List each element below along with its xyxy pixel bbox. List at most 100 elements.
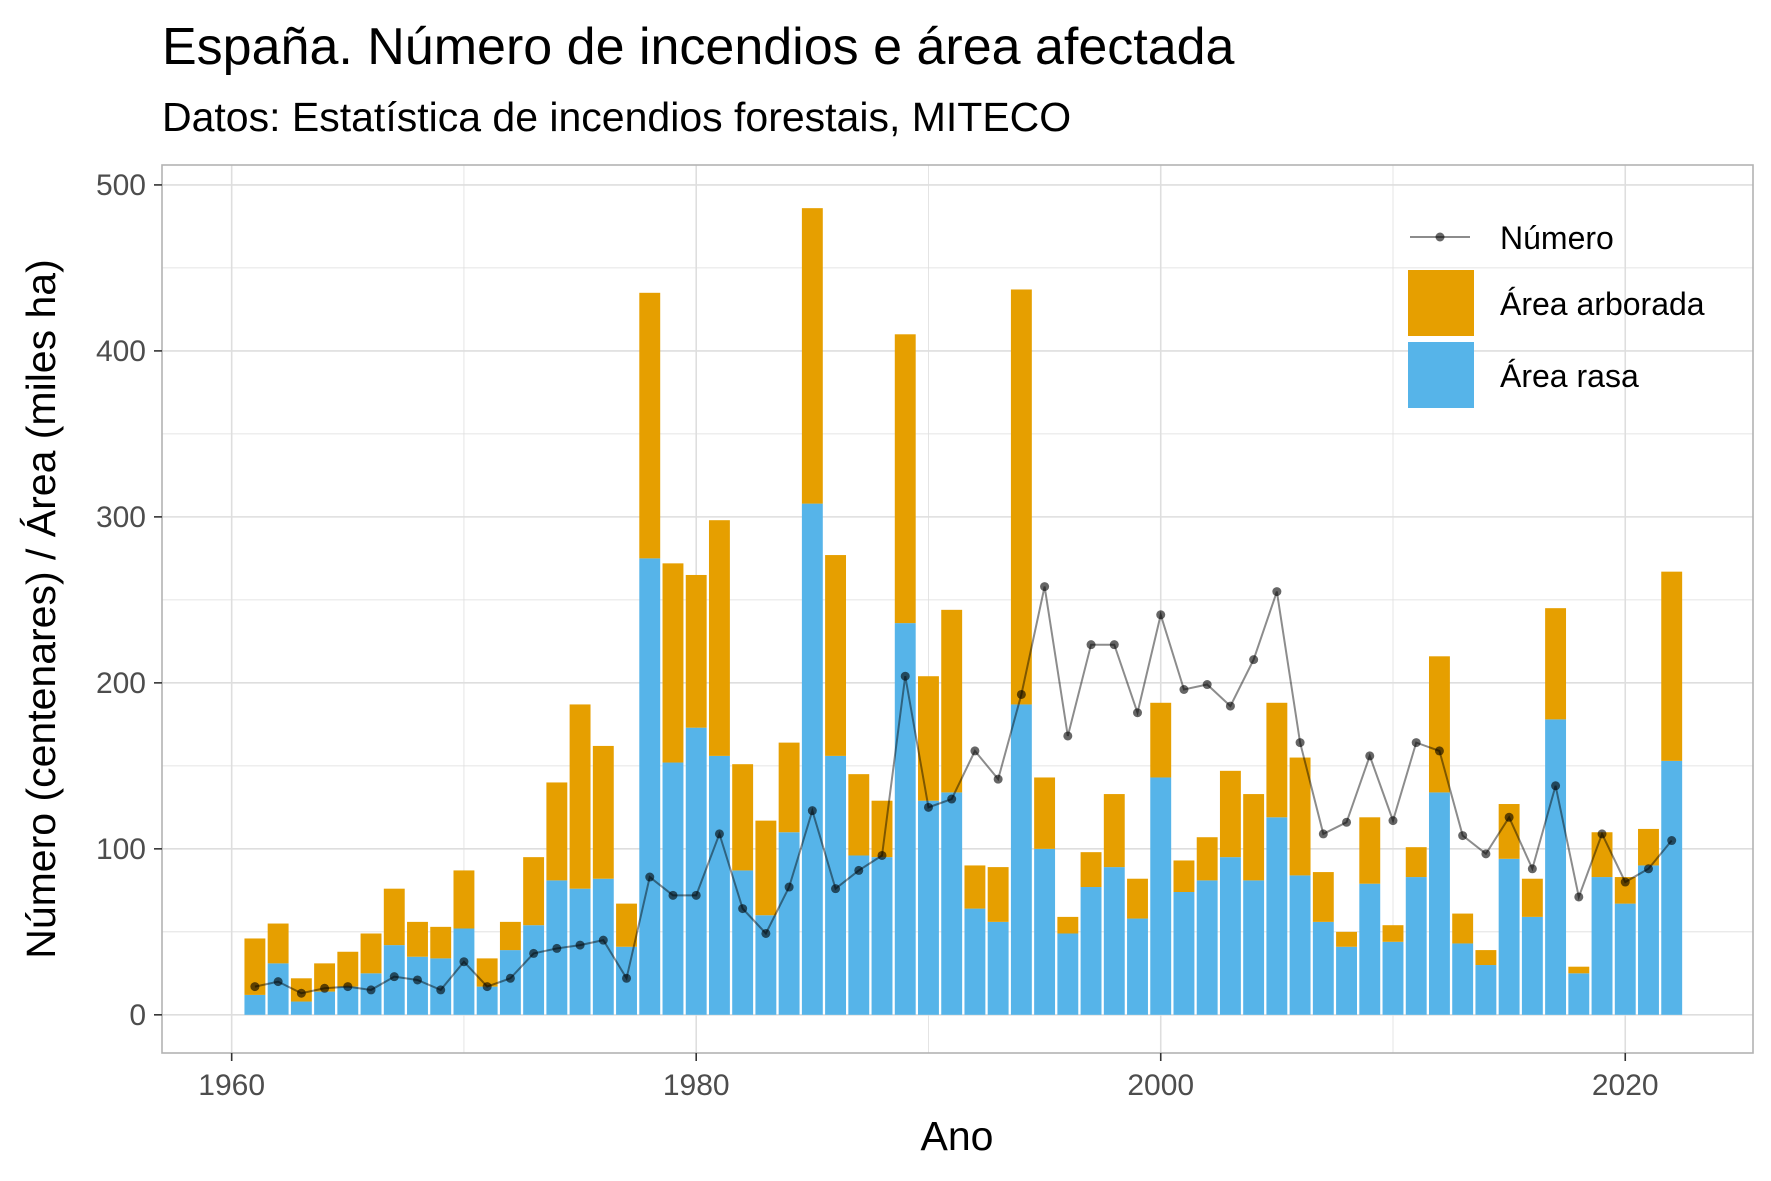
numero-point — [668, 890, 678, 900]
numero-point — [784, 882, 794, 892]
bar-area-arborada — [1568, 966, 1590, 974]
bar-area-arborada — [430, 926, 452, 959]
legend-swatch-area-rasa — [1408, 342, 1474, 408]
bar-area-arborada — [360, 933, 382, 974]
y-tick-label: 0 — [129, 999, 146, 1032]
numero-point — [1458, 831, 1468, 841]
numero-point — [1318, 829, 1328, 839]
bar-area-rasa — [1545, 719, 1567, 1015]
bar-area-arborada — [546, 782, 568, 881]
legend-label-area-arborada: Área arborada — [1500, 286, 1705, 322]
bar-area-rasa — [1150, 777, 1172, 1015]
numero-point — [1365, 751, 1375, 761]
bar-area-arborada — [755, 820, 777, 916]
bar-area-rasa — [476, 986, 498, 1015]
numero-point — [738, 904, 748, 914]
bar-area-arborada — [1289, 757, 1311, 876]
numero-point — [1109, 640, 1119, 650]
bar-area-rasa — [1289, 875, 1311, 1015]
numero-point — [412, 975, 422, 985]
bar-area-rasa — [244, 994, 266, 1015]
bar-area-rasa — [639, 558, 661, 1015]
bar-area-arborada — [1010, 289, 1032, 705]
bar-area-arborada — [685, 574, 707, 728]
bar-area-rasa — [569, 888, 591, 1015]
bar-area-rasa — [1475, 965, 1497, 1015]
bar-area-rasa — [1521, 916, 1543, 1015]
bar-area-arborada — [523, 857, 545, 926]
y-tick-label: 200 — [96, 667, 146, 700]
numero-point — [366, 985, 376, 995]
bar-area-rasa — [1638, 865, 1659, 1015]
numero-point — [854, 865, 864, 875]
bar-area-arborada — [825, 555, 847, 756]
numero-point — [1551, 781, 1561, 791]
chart-subtitle: Datos: Estatística de incendios forestai… — [162, 94, 1071, 140]
bar-area-arborada — [1498, 804, 1520, 859]
legend-item-area-arborada: Área arborada — [1408, 270, 1705, 336]
bar-area-arborada — [708, 520, 730, 756]
bar-area-rasa — [1173, 891, 1195, 1015]
numero-point — [691, 890, 701, 900]
bar-area-arborada — [732, 764, 754, 871]
bar-area-rasa — [523, 925, 545, 1015]
bar-area-rasa — [732, 870, 754, 1015]
numero-point — [1040, 582, 1050, 592]
bar-area-rasa — [1382, 941, 1404, 1015]
bar-area-arborada — [1359, 817, 1381, 884]
bar-area-rasa — [987, 921, 1009, 1015]
bar-area-rasa — [453, 928, 475, 1015]
bar-area-rasa — [1080, 887, 1102, 1015]
numero-point — [1411, 738, 1421, 748]
bar-area-rasa — [1034, 848, 1056, 1015]
bar-area-arborada — [569, 704, 591, 889]
bar-area-arborada — [964, 865, 986, 909]
y-tick-label: 500 — [96, 169, 146, 202]
bar-area-arborada — [1336, 931, 1357, 947]
y-axis: 0 100 200 300 400 500 — [96, 169, 162, 1032]
numero-point — [1342, 817, 1352, 827]
bar-area-arborada — [616, 903, 637, 947]
y-tick-label: 100 — [96, 833, 146, 866]
numero-point — [389, 972, 399, 982]
bar-area-arborada — [1196, 837, 1218, 881]
bar-area-rasa — [1219, 857, 1241, 1015]
bar-area-arborada — [1521, 878, 1543, 917]
numero-point — [1504, 812, 1514, 822]
numero-point — [1133, 708, 1143, 718]
bar-area-rasa — [1498, 858, 1520, 1015]
x-axis-title: Ano — [921, 1113, 994, 1159]
numero-point — [947, 794, 957, 804]
numero-point — [1643, 864, 1653, 874]
bars — [244, 208, 1683, 1015]
numero-point — [598, 935, 608, 945]
bar-area-arborada — [1266, 702, 1288, 818]
plot-panel — [161, 164, 1754, 1054]
bar-area-rasa — [1452, 943, 1474, 1015]
bar-area-rasa — [918, 800, 939, 1015]
bar-area-arborada — [1638, 828, 1659, 866]
bar-area-rasa — [894, 623, 916, 1015]
bar-area-arborada — [1591, 832, 1613, 878]
numero-point — [1434, 746, 1444, 756]
numero-point — [900, 671, 910, 681]
panel-border — [161, 164, 1754, 1054]
numero-point — [343, 982, 353, 992]
bar-area-arborada — [1103, 794, 1125, 868]
bar-area-rasa — [1428, 792, 1450, 1015]
numero-point — [923, 802, 933, 812]
bar-area-arborada — [1057, 916, 1079, 934]
bar-area-rasa — [1312, 921, 1334, 1015]
bar-area-rasa — [1196, 880, 1218, 1015]
bar-area-arborada — [592, 745, 614, 879]
numero-point — [482, 982, 492, 992]
numero-point — [273, 977, 283, 987]
bar-area-arborada — [662, 563, 684, 763]
bar-area-rasa — [662, 762, 684, 1015]
numero-point — [1527, 864, 1537, 874]
bar-area-arborada — [1312, 872, 1334, 922]
bar-area-arborada — [1545, 608, 1567, 720]
numero-point — [436, 985, 446, 995]
bar-area-arborada — [918, 676, 939, 801]
numero-point — [250, 982, 260, 992]
